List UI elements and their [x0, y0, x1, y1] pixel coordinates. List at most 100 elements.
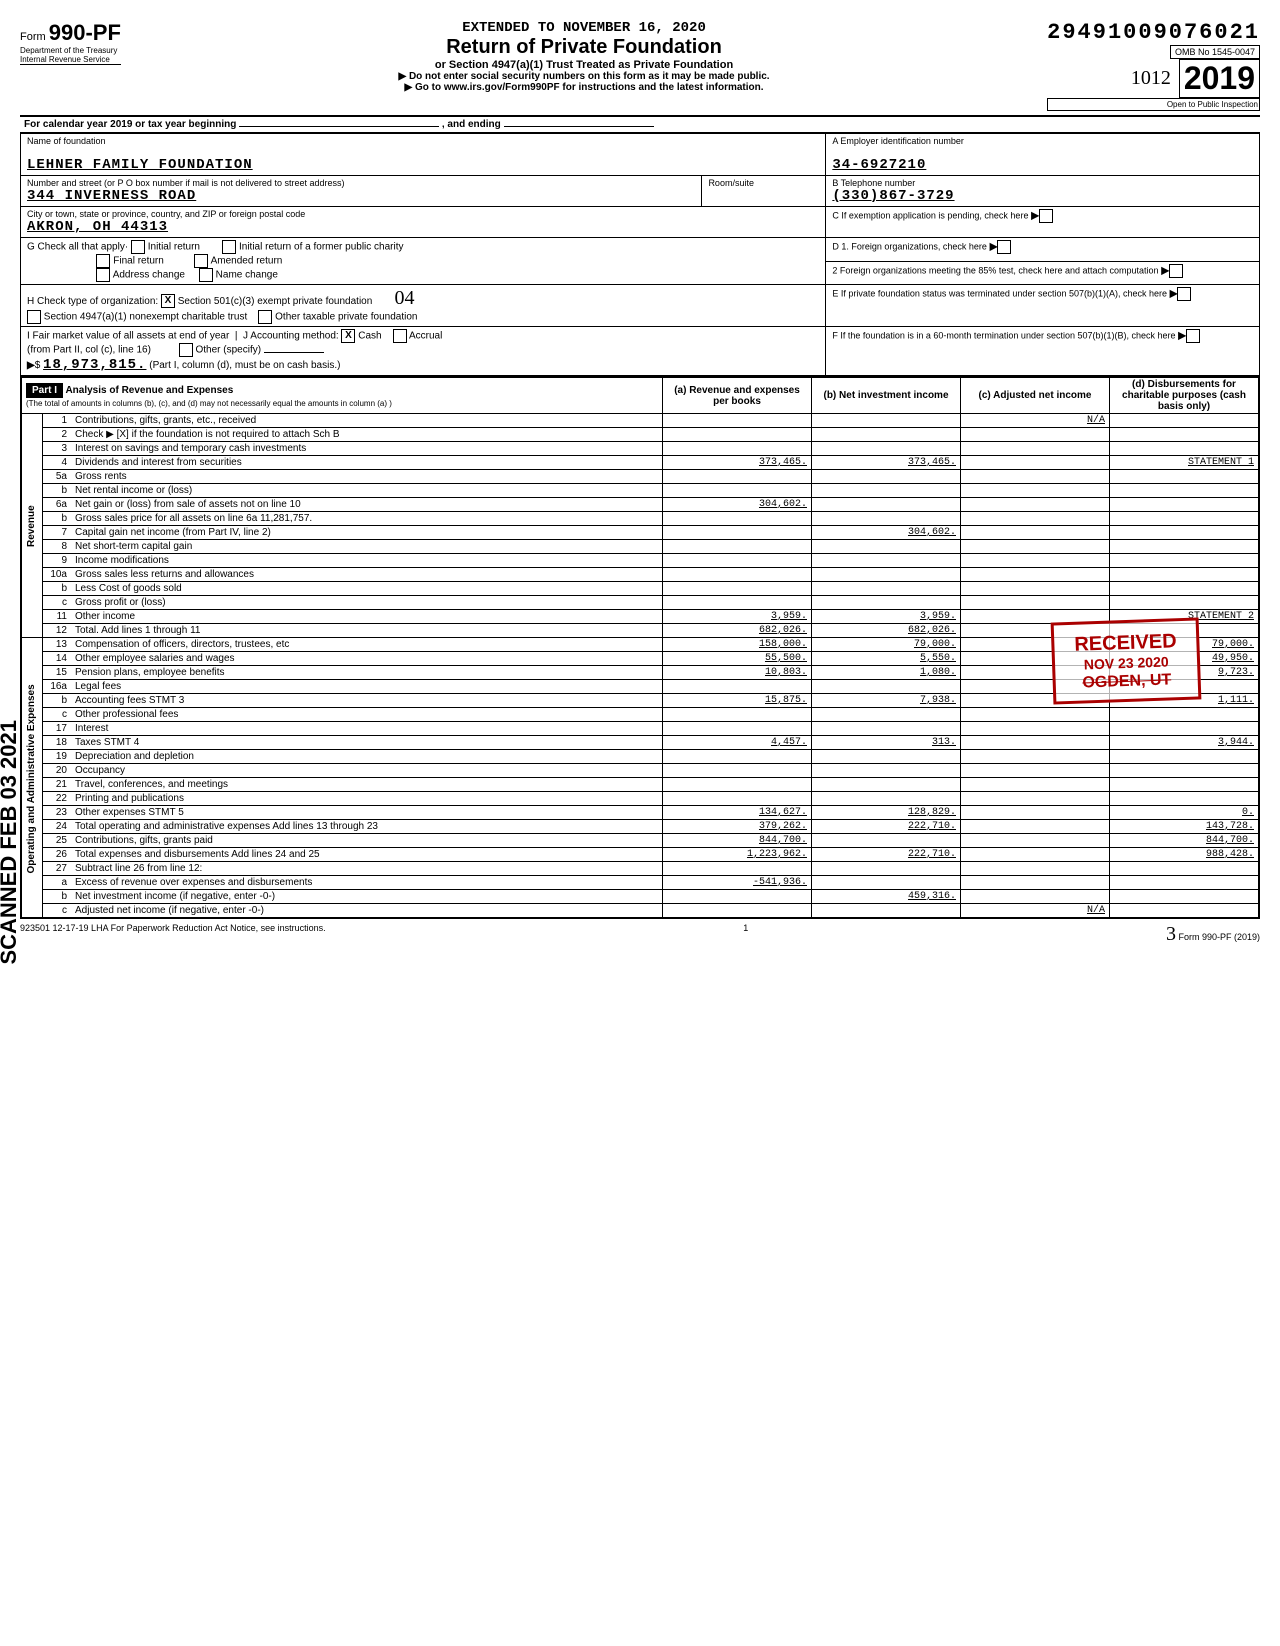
g-address-checkbox[interactable]: [96, 268, 110, 282]
j-other-checkbox[interactable]: [179, 343, 193, 357]
amount-cell: [663, 428, 812, 442]
row-label: Accounting fees STMT 3: [71, 694, 663, 708]
g-final-checkbox[interactable]: [96, 254, 110, 268]
d2-label: 2 Foreign organizations meeting the 85% …: [832, 265, 1158, 275]
i-note: (Part I, column (d), must be on cash bas…: [149, 360, 340, 371]
amount-cell: [1110, 470, 1260, 484]
amount-cell: 55,500.: [663, 652, 812, 666]
table-row: 3Interest on savings and temporary cash …: [21, 442, 1259, 456]
row-label: Gross profit or (loss): [71, 596, 663, 610]
amount-cell: [663, 526, 812, 540]
form-number: Form 990-PF: [20, 20, 121, 46]
j-accrual-checkbox[interactable]: [393, 329, 407, 343]
footer-left: 923501 12-17-19 LHA For Paperwork Reduct…: [20, 923, 326, 946]
amount-cell: [1110, 792, 1260, 806]
row-number: b: [43, 890, 72, 904]
row-number: b: [43, 512, 72, 526]
table-row: 19Depreciation and depletion: [21, 750, 1259, 764]
part1-subtitle: (The total of amounts in columns (b), (c…: [26, 399, 392, 408]
row-number: 5a: [43, 470, 72, 484]
row-number: 27: [43, 862, 72, 876]
c-checkbox[interactable]: [1039, 209, 1053, 223]
d1-checkbox[interactable]: [997, 240, 1011, 254]
amount-cell: [961, 596, 1110, 610]
table-row: 4Dividends and interest from securities3…: [21, 456, 1259, 470]
amount-cell: 304,602.: [663, 498, 812, 512]
g-amended-checkbox[interactable]: [194, 254, 208, 268]
row-label: Travel, conferences, and meetings: [71, 778, 663, 792]
amount-cell: [663, 862, 812, 876]
row-number: 19: [43, 750, 72, 764]
amount-cell: 222,710.: [812, 820, 961, 834]
amount-cell: [663, 708, 812, 722]
amount-cell: [812, 708, 961, 722]
amount-cell: 15,875.: [663, 694, 812, 708]
amount-cell: [961, 582, 1110, 596]
room-label: Room/suite: [708, 178, 819, 188]
h-4947-checkbox[interactable]: [27, 310, 41, 324]
amount-cell: [961, 526, 1110, 540]
amount-cell: [961, 834, 1110, 848]
row-label: Total operating and administrative expen…: [71, 820, 663, 834]
row-number: 17: [43, 722, 72, 736]
row-label: Interest: [71, 722, 663, 736]
amount-cell: [812, 750, 961, 764]
amount-cell: [812, 862, 961, 876]
amount-cell: 1,080.: [812, 666, 961, 680]
row-number: 3: [43, 442, 72, 456]
d1-label: D 1. Foreign organizations, check here: [832, 242, 987, 252]
amount-cell: [663, 596, 812, 610]
amount-cell: [663, 442, 812, 456]
f-checkbox[interactable]: [1186, 329, 1200, 343]
address: 344 INVERNESS ROAD: [27, 188, 695, 204]
table-row: 25Contributions, gifts, grants paid844,7…: [21, 834, 1259, 848]
row-number: 22: [43, 792, 72, 806]
omb-number: OMB No 1545-0047: [1170, 45, 1260, 59]
table-row: 6aNet gain or (loss) from sale of assets…: [21, 498, 1259, 512]
amount-cell: [812, 764, 961, 778]
g-initial: Initial return: [148, 242, 200, 253]
amount-cell: [1110, 498, 1260, 512]
g-final: Final return: [113, 256, 164, 267]
amount-cell: [961, 512, 1110, 526]
amount-cell: [961, 568, 1110, 582]
row-label: Net investment income (if negative, ente…: [71, 890, 663, 904]
row-label: Net gain or (loss) from sale of assets n…: [71, 498, 663, 512]
amount-cell: [1110, 484, 1260, 498]
address-label: Number and street (or P O box number if …: [27, 178, 695, 188]
row-label: Total expenses and disbursements Add lin…: [71, 848, 663, 862]
g-label: G Check all that apply·: [27, 242, 128, 253]
amount-cell: [663, 680, 812, 694]
amount-cell: 5,550.: [812, 652, 961, 666]
amount-cell: [961, 498, 1110, 512]
row-label: Contributions, gifts, grants, etc., rece…: [71, 414, 663, 428]
d2-checkbox[interactable]: [1169, 264, 1183, 278]
g-former-checkbox[interactable]: [222, 240, 236, 254]
row-number: 16a: [43, 680, 72, 694]
row-label: Less Cost of goods sold: [71, 582, 663, 596]
row-label: Compensation of officers, directors, tru…: [71, 638, 663, 652]
amount-cell: 4,457.: [663, 736, 812, 750]
instruction-2: ▶ Go to www.irs.gov/Form990PF for instru…: [121, 82, 1047, 93]
row-number: 15: [43, 666, 72, 680]
amount-cell: [961, 722, 1110, 736]
row-label: Other employee salaries and wages: [71, 652, 663, 666]
amount-cell: [812, 540, 961, 554]
g-initial-checkbox[interactable]: [131, 240, 145, 254]
j-cash-checkbox[interactable]: X: [341, 329, 355, 343]
h-501c3-checkbox[interactable]: X: [161, 294, 175, 308]
amount-cell: [663, 904, 812, 919]
amount-cell: [812, 428, 961, 442]
h-other-checkbox[interactable]: [258, 310, 272, 324]
amount-cell: 143,728.: [1110, 820, 1260, 834]
row-number: 7: [43, 526, 72, 540]
e-checkbox[interactable]: [1177, 287, 1191, 301]
amount-cell: -541,936.: [663, 876, 812, 890]
footer-right: Form 990-PF (2019): [1178, 932, 1260, 942]
row-number: 23: [43, 806, 72, 820]
amount-cell: [961, 708, 1110, 722]
row-number: c: [43, 708, 72, 722]
ein-label: A Employer identification number: [832, 136, 1253, 146]
amount-cell: [961, 428, 1110, 442]
g-name-checkbox[interactable]: [199, 268, 213, 282]
